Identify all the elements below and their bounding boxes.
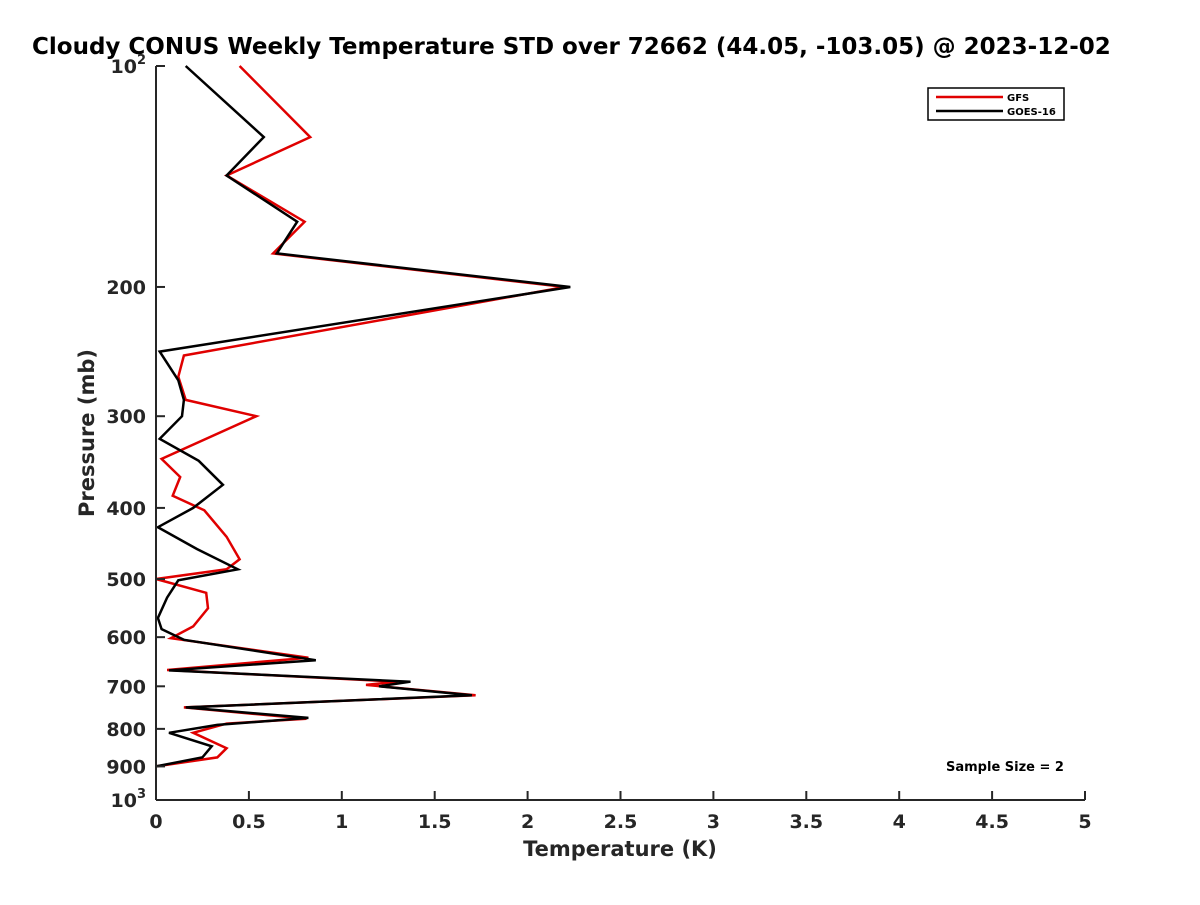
x-tick-label: 3 [707, 811, 720, 833]
y-ticks: 102 200 300 400 500 600 700 800 900 103 [106, 53, 165, 812]
legend: GFS GOES-16 [927, 87, 1065, 121]
sample-size-annotation: Sample Size = 2 [946, 760, 1064, 775]
y-tick-label: 300 [106, 406, 146, 428]
y-tick-label: 400 [106, 498, 146, 520]
series-line-gfs [155, 65, 566, 768]
x-tick-label: 2.5 [604, 811, 638, 833]
y-tick-label: 600 [106, 627, 146, 649]
legend-label-goes16: GOES-16 [1007, 107, 1056, 118]
y-tick-label: 200 [106, 277, 146, 299]
x-tick-label: 0.5 [232, 811, 266, 833]
y-tick-label: 700 [106, 676, 146, 698]
x-tick-label: 4 [893, 811, 906, 833]
x-tick-label: 1.5 [418, 811, 452, 833]
x-tick-label: 1 [335, 811, 348, 833]
series-lines [155, 65, 571, 768]
x-ticks: 0 0.5 1 1.5 2 2.5 3 3.5 4 4.5 5 [149, 791, 1092, 833]
y-axis-label: Pressure (mb) [75, 349, 99, 517]
y-tick-label: 900 [106, 756, 146, 778]
chart-title: Cloudy CONUS Weekly Temperature STD over… [32, 34, 1111, 60]
x-tick-label: 5 [1078, 811, 1091, 833]
x-tick-label: 0 [149, 811, 162, 833]
y-tick-label: 500 [106, 569, 146, 591]
axes [155, 66, 1085, 801]
series-line-goes16 [155, 65, 571, 768]
legend-box [927, 87, 1065, 121]
legend-label-gfs: GFS [1007, 93, 1029, 104]
x-tick-label: 2 [521, 811, 534, 833]
y-tick-label: 103 [111, 787, 147, 812]
y-tick-label: 800 [106, 719, 146, 741]
y-tick-label: 102 [111, 53, 147, 78]
x-axis-label: Temperature (K) [523, 837, 717, 861]
x-tick-label: 4.5 [975, 811, 1009, 833]
plot-area: 0 0.5 1 1.5 2 2.5 3 3.5 4 4.5 5 102 200 300 400 500 600… [106, 53, 1091, 833]
x-tick-label: 3.5 [789, 811, 823, 833]
